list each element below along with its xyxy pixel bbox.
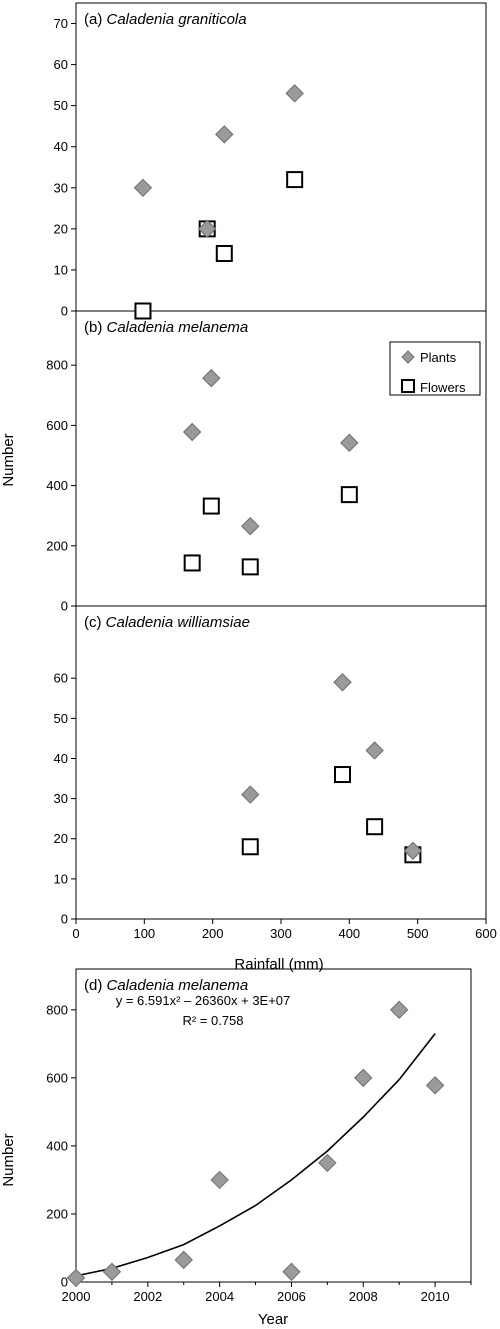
panel-d-r-squared: R² = 0.758 <box>182 1013 243 1028</box>
panel-d-plants-point <box>282 1262 301 1281</box>
panel-b-plants-point <box>241 517 260 536</box>
panel-c-x-tick-label: 500 <box>407 926 429 941</box>
panel-c-x-tick-label: 0 <box>72 926 79 941</box>
top-x-axis-label: Rainfall (mm) <box>234 956 323 973</box>
panel-c-y-tick-label: 60 <box>54 671 68 686</box>
legend-flowers-marker-icon <box>401 379 415 393</box>
panel-a-plants-point <box>285 84 304 103</box>
panel-d-x-tick-label: 2004 <box>205 1289 234 1304</box>
panel-c-plants-point <box>365 741 384 760</box>
panel-c-plants-point <box>403 841 423 860</box>
panel-a-y-tick-label: 30 <box>54 180 68 195</box>
d-x-axis-label: Year <box>258 1311 288 1328</box>
panel-a: 0 10 20 30 40 50 60 70 (a) Caladenia graniticola <box>54 11 304 320</box>
panel-d-y-tick-label: 600 <box>46 1070 68 1085</box>
panel-b-flowers-point <box>183 554 201 572</box>
panel-b: 0 200 400 600 800 (b) Caladenia melanema <box>46 319 359 614</box>
panel-d: 0 200 400 600 800 2000 2002 2004 2006 2008 2010 (d)… <box>46 977 472 1304</box>
panel-b-plants-point <box>202 368 221 388</box>
panel-c-x-tick-label: 600 <box>475 926 497 941</box>
legend-plants-label: Plants <box>420 350 457 365</box>
panel-b-flowers-point <box>340 486 358 504</box>
panel-c-y-tick-label: 40 <box>54 751 68 766</box>
panel-d-plants-point <box>174 1250 193 1270</box>
panel-c-x-tick-label: 300 <box>270 926 292 941</box>
panel-d-x-tick-label: 2002 <box>133 1289 162 1304</box>
panel-c-plants-point <box>241 785 260 804</box>
legend-flowers-label: Flowers <box>420 380 466 395</box>
panel-c-plants-point <box>333 673 352 692</box>
panel-d-plants-point <box>354 1068 373 1088</box>
panel-d-frame <box>75 968 472 1283</box>
panel-b-plants-point <box>340 433 359 453</box>
panel-a-y-tick-label: 70 <box>54 16 68 31</box>
panel-d-equation: y = 6.591x² – 26360x + 3E+07 <box>116 993 291 1008</box>
panel-b-y-tick-label: 0 <box>61 599 68 614</box>
panel-c-y-tick-label: 30 <box>54 791 68 806</box>
panel-d-x-tick-label: 2000 <box>62 1289 91 1304</box>
panel-d-y-tick-label: 200 <box>46 1206 68 1221</box>
panel-c-x-tick-label: 200 <box>202 926 224 941</box>
panel-d-plants-point <box>318 1153 337 1173</box>
panel-d-x-tick-label: 2006 <box>277 1289 306 1304</box>
panel-c-y-tick-label: 20 <box>54 831 68 846</box>
panel-b-y-tick-label: 200 <box>46 538 68 553</box>
panel-a-y-tick-label: 20 <box>54 221 68 236</box>
panel-d-title: (d) Caladenia melanema <box>84 977 248 994</box>
panel-a-flowers-point <box>215 245 233 263</box>
panel-b-y-tick-label: 800 <box>46 358 68 373</box>
panel-d-plants-point <box>66 1268 86 1288</box>
panel-d-y-tick-label: 800 <box>46 1002 68 1017</box>
panel-b-y-tick-label: 400 <box>46 478 68 493</box>
panel-a-plants-point <box>215 125 234 144</box>
panel-d-plants-point <box>425 1076 445 1095</box>
panel-a-y-tick-label: 50 <box>54 98 68 113</box>
panel-d-trendline <box>75 1033 436 1277</box>
top-panels-frame <box>75 2 487 920</box>
panel-a-title: (a) Caladenia graniticola <box>84 11 247 28</box>
panel-b-title: (b) Caladenia melanema <box>84 319 248 336</box>
panel-d-x-tick-label: 2010 <box>421 1289 450 1304</box>
panel-c-flowers-point <box>366 818 384 836</box>
panel-a-flowers-point <box>134 302 152 320</box>
panel-b-y-tick-label: 600 <box>46 418 68 433</box>
top-y-axis-label: Number <box>0 433 17 486</box>
panel-c-flowers-point <box>334 766 351 784</box>
panel-c-y-tick-label: 0 <box>61 912 68 927</box>
panel-d-plants-point <box>102 1262 122 1281</box>
panel-b-flowers-point <box>241 558 259 576</box>
panel-c-y-tick-label: 50 <box>54 711 68 726</box>
panel-a-y-tick-label: 40 <box>54 139 68 154</box>
legend-plants-marker-icon <box>401 350 415 364</box>
panel-c-flowers-point <box>241 838 259 856</box>
panel-d-y-tick-label: 0 <box>61 1275 68 1290</box>
panel-d-y-tick-label: 400 <box>46 1138 68 1153</box>
legend: Plants Flowers <box>389 341 481 396</box>
d-y-axis-label: Number <box>0 1133 17 1186</box>
panel-a-y-tick-label: 10 <box>54 262 68 277</box>
panel-c-y-tick-label: 10 <box>54 871 68 886</box>
panel-a-flowers-point <box>286 171 304 189</box>
panel-a-plants-point <box>197 219 217 239</box>
panel-b-plants-point <box>182 422 202 442</box>
panel-c-x-tick-label: 100 <box>133 926 155 941</box>
panel-d-plants-point <box>389 1000 409 1020</box>
panel-c-title: (c) Caladenia williamsiae <box>84 614 250 631</box>
panel-c-x-tick-label: 400 <box>338 926 360 941</box>
panel-d-plants-point <box>210 1170 229 1190</box>
panel-a-y-tick-label: 60 <box>54 57 68 72</box>
panel-a-y-tick-label: 0 <box>61 304 68 319</box>
panel-a-plants-point <box>133 178 153 198</box>
panel-d-x-tick-label: 2008 <box>349 1289 378 1304</box>
panel-b-flowers-point <box>202 497 220 515</box>
